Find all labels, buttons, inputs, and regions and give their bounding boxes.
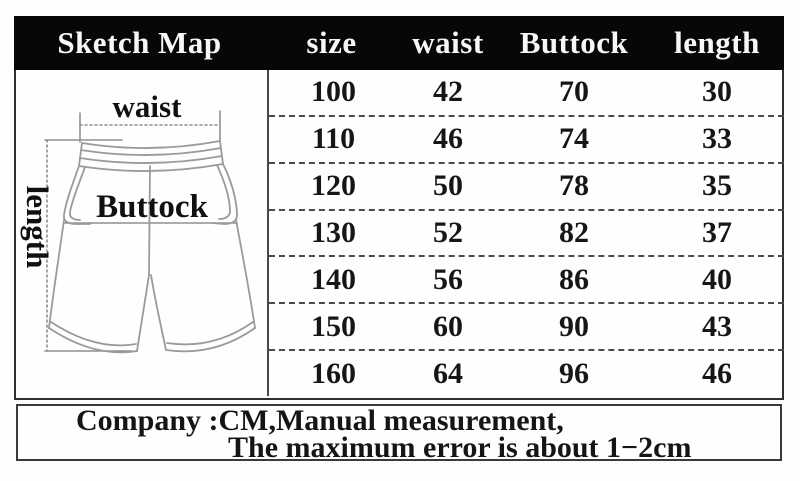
table-row: 150 60 90 43 [269, 304, 784, 352]
cell-size: 110 [311, 122, 356, 156]
cell-size: 140 [311, 262, 356, 296]
cell-buttock: 78 [559, 169, 589, 203]
cell-buttock: 96 [559, 356, 589, 390]
cell-length: 40 [702, 262, 732, 296]
cell-length: 35 [702, 169, 732, 203]
measurement-note: Company :CM,Manual measurement, The maxi… [16, 404, 782, 464]
header-sketch-map: Sketch Map [57, 25, 222, 60]
header-length: length [674, 25, 760, 60]
cell-length: 37 [702, 216, 732, 249]
cell-length: 30 [702, 75, 732, 109]
length-label: length [20, 185, 55, 269]
buttock-label: Buttock [96, 189, 208, 225]
table-row: 160 64 96 46 [269, 351, 784, 396]
cell-buttock: 70 [559, 75, 589, 109]
cell-length: 33 [702, 122, 732, 156]
table-row: 100 42 70 30 [269, 70, 784, 117]
header-waist: waist [412, 25, 484, 60]
cell-waist: 46 [433, 122, 463, 156]
shorts-outline [48, 140, 256, 354]
table-row: 130 52 82 37 [269, 211, 784, 258]
cell-waist: 42 [433, 75, 463, 109]
cell-waist: 60 [433, 309, 463, 343]
cell-size: 130 [311, 216, 356, 249]
note-line-2: The maximum error is about 1−2cm [228, 431, 692, 464]
cell-buttock: 74 [559, 122, 589, 156]
table-row: 120 50 78 35 [269, 164, 784, 211]
cell-length: 43 [702, 309, 732, 343]
note-line-1: Company :CM,Manual measurement, [76, 404, 564, 437]
shorts-sketch [44, 110, 256, 354]
cell-waist: 52 [433, 216, 463, 249]
cell-size: 150 [311, 309, 356, 343]
waist-label: waist [112, 89, 182, 124]
cell-size: 100 [311, 75, 356, 109]
header-buttock: Buttock [519, 25, 629, 60]
cell-waist: 56 [433, 262, 463, 296]
header-size: size [306, 25, 357, 60]
cell-buttock: 86 [559, 262, 589, 296]
cell-length: 46 [702, 356, 732, 390]
cell-waist: 64 [433, 356, 463, 390]
cell-buttock: 90 [559, 309, 589, 343]
sketch-area: waist Buttock length [16, 70, 269, 396]
cell-size: 160 [311, 356, 356, 390]
table-row: 140 56 86 40 [269, 257, 784, 305]
table-row: 110 46 74 33 [269, 117, 784, 164]
cell-waist: 50 [433, 169, 463, 203]
size-table: waist Buttock length 100 42 70 30 110 46… [14, 70, 784, 400]
cell-buttock: 82 [559, 216, 589, 249]
measure-lines [44, 110, 238, 352]
cell-size: 120 [311, 169, 356, 203]
size-rows: 100 42 70 30 110 46 74 33 120 50 78 35 1… [269, 70, 784, 396]
table-header: Sketch Map size waist Buttock length [14, 16, 784, 70]
